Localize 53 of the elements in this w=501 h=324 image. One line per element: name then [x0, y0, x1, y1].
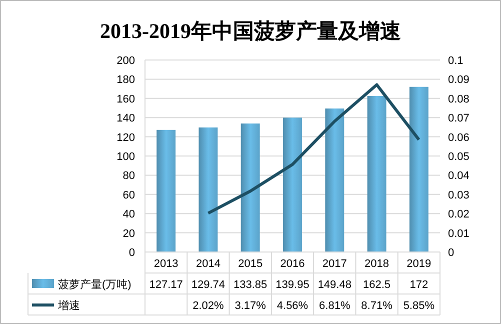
y2-tick-label: 0.01 [448, 228, 470, 240]
data-label: 3.17% [234, 300, 266, 312]
y2-tick-label: 0.08 [448, 93, 470, 106]
y-tick-label: 100 [116, 151, 135, 163]
bar [198, 127, 218, 252]
x-tick-label: 2018 [364, 258, 390, 270]
y2-tick-label: 0.09 [448, 74, 470, 86]
data-label: 6.81% [319, 300, 350, 312]
bar [240, 124, 260, 252]
y2-tick-label: 0.1 [448, 55, 464, 67]
line-series [206, 83, 420, 215]
data-label: 5.85% [403, 300, 435, 312]
x-tick-label: 2015 [238, 258, 263, 270]
y-tick-label: 80 [122, 170, 135, 182]
bar [409, 86, 428, 252]
y2-tick-label: 0.02 [448, 208, 470, 221]
y2-tick-label: 0 [448, 247, 454, 259]
x-tick-label: 2019 [406, 258, 432, 270]
x-tick-label: 2017 [322, 258, 347, 270]
y2-tick-label: 0.06 [448, 132, 470, 144]
data-label: 162.5 [363, 279, 391, 291]
y2-tick-label: 0.04 [448, 170, 470, 182]
y-tick-label: 180 [116, 74, 135, 86]
chart-title: 2013-2019年中国菠萝产量及增速 [100, 19, 401, 43]
y2-tick-label: 0.03 [448, 189, 470, 202]
data-label: 139.95 [276, 279, 310, 291]
y-tick-label: 120 [116, 132, 135, 144]
x-tick-label: 2013 [154, 258, 178, 270]
data-label: 127.17 [149, 279, 183, 291]
y2-tick-label: 0.07 [448, 112, 470, 125]
y-tick-label: 0 [128, 247, 135, 259]
bar [325, 108, 344, 252]
bar [283, 118, 302, 252]
y-tick-label: 20 [122, 228, 135, 240]
y-tick-label: 160 [116, 93, 135, 106]
x-tick-label: 2014 [196, 258, 220, 270]
data-label: 2.02% [192, 300, 224, 312]
bar [367, 96, 386, 252]
data-label: 133.85 [234, 279, 268, 291]
data-label: 172 [410, 279, 428, 291]
data-label: 8.71% [361, 300, 393, 312]
y-tick-label: 140 [116, 112, 135, 125]
bar [156, 130, 176, 252]
x-tick-label: 2016 [280, 258, 305, 270]
data-label: 129.74 [191, 279, 226, 291]
legend-label: 菠萝产量(万吨) [58, 278, 132, 291]
y-tick-label: 60 [122, 189, 135, 202]
data-label: 149.48 [318, 279, 352, 291]
y2-tick-label: 0.05 [448, 151, 470, 163]
y-tick-label: 200 [116, 55, 135, 67]
data-label: 4.56% [276, 300, 308, 312]
y-tick-label: 40 [122, 208, 135, 221]
legend-label: 增速 [57, 299, 80, 312]
